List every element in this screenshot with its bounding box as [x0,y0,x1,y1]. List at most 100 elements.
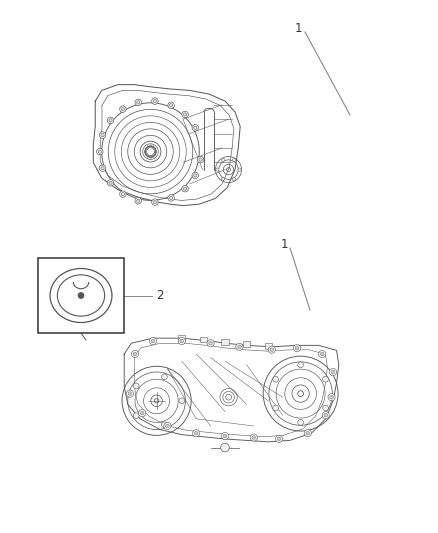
Bar [200,337,207,343]
Circle shape [179,398,185,403]
Circle shape [223,434,227,438]
Circle shape [78,293,84,298]
Circle shape [152,98,158,104]
Circle shape [168,195,174,201]
Circle shape [321,352,324,356]
Circle shape [168,102,174,109]
Circle shape [293,345,300,352]
Circle shape [109,181,112,184]
Circle shape [180,339,184,343]
Text: 1: 1 [280,238,288,251]
Circle shape [149,337,157,345]
Circle shape [199,158,202,161]
Bar [221,339,229,345]
Circle shape [194,431,198,435]
Circle shape [137,199,140,203]
Circle shape [192,125,198,131]
Circle shape [164,422,171,430]
Circle shape [318,350,326,358]
Circle shape [328,393,335,401]
Circle shape [109,119,112,122]
Circle shape [250,434,258,441]
Circle shape [126,390,134,397]
Circle shape [304,430,311,437]
Circle shape [192,172,198,179]
Circle shape [99,132,106,139]
Circle shape [306,431,310,435]
Circle shape [133,383,139,389]
Circle shape [268,346,276,353]
Circle shape [138,409,146,417]
Circle shape [101,166,104,169]
Circle shape [170,103,173,107]
Circle shape [170,196,173,199]
Circle shape [221,177,225,181]
Bar [265,343,272,349]
Text: 2: 2 [156,289,163,302]
Circle shape [137,101,140,104]
Circle shape [270,348,274,351]
Circle shape [101,133,104,137]
Circle shape [133,352,137,356]
Circle shape [166,424,169,428]
Bar [243,341,250,347]
Circle shape [330,395,333,399]
Circle shape [221,158,225,161]
Circle shape [193,430,200,437]
Circle shape [221,432,229,440]
Circle shape [152,199,158,205]
Circle shape [121,108,124,111]
Circle shape [153,200,156,204]
Circle shape [182,111,188,118]
Circle shape [151,339,155,343]
Circle shape [322,411,329,419]
Circle shape [184,187,187,190]
Circle shape [277,437,281,441]
Circle shape [198,156,204,163]
Circle shape [99,165,106,171]
Circle shape [298,419,304,425]
Circle shape [324,414,328,417]
Circle shape [120,106,126,112]
Text: 1: 1 [294,21,302,35]
Circle shape [331,370,335,374]
Circle shape [178,337,185,345]
Circle shape [133,413,139,418]
Circle shape [107,180,114,186]
Circle shape [298,362,304,368]
Circle shape [273,405,279,411]
Circle shape [221,443,230,452]
Circle shape [135,99,141,106]
Circle shape [194,126,197,130]
Circle shape [323,405,328,411]
Circle shape [135,198,141,204]
Circle shape [184,113,187,116]
Bar [178,335,185,341]
Circle shape [96,148,103,155]
Circle shape [141,411,144,415]
Circle shape [153,100,156,103]
Circle shape [216,168,219,171]
Circle shape [276,435,283,442]
Circle shape [329,368,336,376]
Circle shape [237,345,241,349]
Circle shape [107,117,114,124]
Circle shape [131,350,138,358]
Circle shape [252,435,256,439]
Circle shape [121,192,124,196]
Circle shape [128,392,132,395]
Circle shape [323,376,328,382]
Circle shape [273,376,279,382]
Circle shape [194,174,197,177]
Circle shape [209,342,212,345]
Circle shape [233,177,236,181]
Circle shape [162,374,167,379]
Circle shape [120,191,126,197]
Circle shape [233,158,236,161]
Bar [38,258,124,333]
Circle shape [162,422,167,427]
Circle shape [295,346,299,350]
Circle shape [98,150,102,153]
Circle shape [207,340,214,347]
Circle shape [238,168,241,171]
